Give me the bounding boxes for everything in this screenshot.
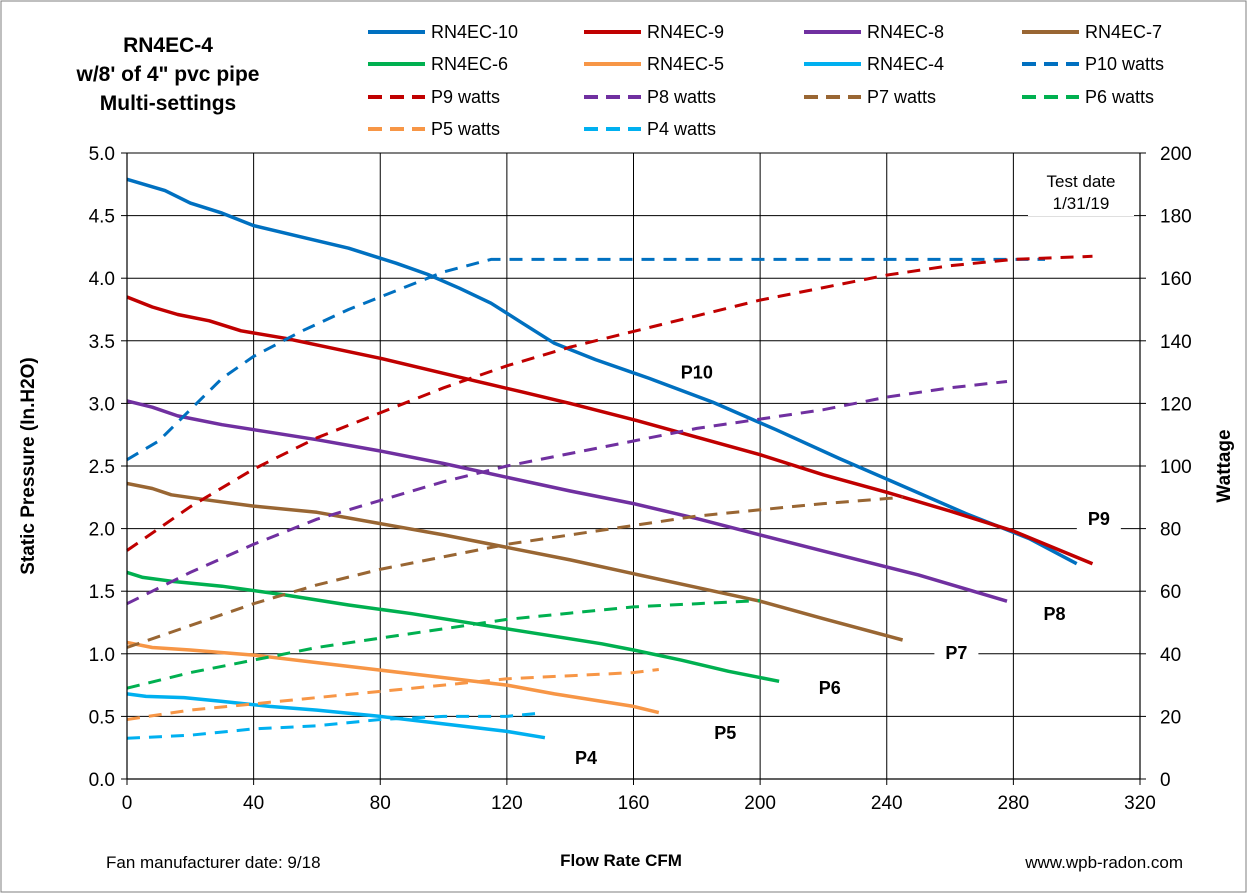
plot-axes: 0 40 80 120 160 200 240 280 3200.00.51.01.52.02.… bbox=[89, 144, 1192, 814]
series-line-p10-watts bbox=[126, 257, 1045, 461]
legend-label-p10-watts: P10 watts bbox=[1085, 54, 1164, 74]
y-tick-label: 1.5 bbox=[89, 582, 115, 603]
plot-annotations: P10 P9 P8 P7 P6 P5 P4 bbox=[564, 362, 1121, 770]
legend-label-rn4ec-6: RN4EC-6 bbox=[431, 54, 508, 74]
annotation-backdrop bbox=[1032, 603, 1077, 626]
x-tick-label: 280 bbox=[998, 793, 1030, 814]
y2-axis-label: Wattage bbox=[1214, 429, 1235, 502]
footer-website: www.wpb-radon.com bbox=[1024, 853, 1183, 872]
y-tick-label: 4.0 bbox=[89, 269, 115, 290]
x-tick-label: 120 bbox=[491, 793, 523, 814]
legend-label-rn4ec-9: RN4EC-9 bbox=[647, 22, 724, 42]
series-line-rn4ec-5 bbox=[126, 640, 660, 715]
chart-title: RN4EC-4 w/8' of 4" pvc pipe Multi-settin… bbox=[76, 34, 260, 115]
legend-label-rn4ec-10: RN4EC-10 bbox=[431, 22, 518, 42]
annotation-backdrop bbox=[674, 362, 719, 385]
y-tick-label: 2.0 bbox=[89, 520, 115, 541]
annotation-p4: P4 bbox=[575, 748, 597, 768]
y2-tick-label: 120 bbox=[1160, 394, 1192, 415]
series-line-rn4ec-7 bbox=[126, 481, 904, 642]
series-line-p8-watts bbox=[126, 380, 1008, 606]
annotation-backdrop bbox=[703, 722, 748, 745]
series-line-p5-watts bbox=[126, 668, 659, 721]
y2-tick-label: 180 bbox=[1160, 207, 1192, 228]
annotation-p6: P6 bbox=[819, 678, 841, 698]
chart-title-line-1: RN4EC-4 bbox=[123, 34, 213, 57]
legend-label-p7-watts: P7 watts bbox=[867, 87, 936, 107]
annotation-backdrop bbox=[807, 677, 852, 700]
legend-label-rn4ec-5: RN4EC-5 bbox=[647, 54, 724, 74]
x-tick-label: 80 bbox=[370, 793, 391, 814]
chart-title-line-2: w/8' of 4" pvc pipe bbox=[76, 63, 260, 86]
x-tick-label: 240 bbox=[871, 793, 903, 814]
annotation-p5: P5 bbox=[714, 723, 736, 743]
y2-tick-label: 40 bbox=[1160, 645, 1181, 666]
series-line-rn4ec-8 bbox=[126, 399, 1008, 603]
annotation-p8: P8 bbox=[1044, 604, 1066, 624]
series-line-rn4ec-4 bbox=[126, 692, 546, 740]
series-line-rn4ec-9 bbox=[126, 295, 1094, 566]
series-line-p7-watts bbox=[126, 495, 903, 649]
legend-label-p6-watts: P6 watts bbox=[1085, 87, 1154, 107]
footer-manufacturer-date: Fan manufacturer date: 9/18 bbox=[106, 853, 321, 872]
y-tick-label: 0.0 bbox=[89, 770, 115, 791]
x-axis-label: Flow Rate CFM bbox=[560, 851, 682, 870]
y-tick-label: 4.5 bbox=[89, 207, 115, 228]
y2-tick-label: 140 bbox=[1160, 332, 1192, 353]
y-tick-label: 0.5 bbox=[89, 707, 115, 728]
y-tick-label: 1.0 bbox=[89, 645, 115, 666]
annotation-p9: P9 bbox=[1088, 509, 1110, 529]
series-line-p9-watts bbox=[126, 254, 1093, 552]
x-tick-label: 320 bbox=[1124, 793, 1156, 814]
y-tick-label: 3.5 bbox=[89, 332, 115, 353]
legend-label-p8-watts: P8 watts bbox=[647, 87, 716, 107]
x-tick-label: 200 bbox=[744, 793, 776, 814]
series-line-p6-watts bbox=[126, 599, 761, 690]
y-tick-label: 2.5 bbox=[89, 457, 115, 478]
y-tick-label: 5.0 bbox=[89, 144, 115, 165]
annotation-backdrop bbox=[564, 747, 609, 770]
annotation-p10: P10 bbox=[681, 362, 713, 382]
legend-label-rn4ec-8: RN4EC-8 bbox=[867, 22, 944, 42]
y2-tick-label: 100 bbox=[1160, 457, 1192, 478]
series-line-rn4ec-10 bbox=[126, 177, 1078, 566]
y2-tick-label: 60 bbox=[1160, 582, 1181, 603]
test-date-label: Test date bbox=[1047, 172, 1116, 191]
chart-legend: RN4EC-10 RN4EC-9 RN4EC-8 RN4EC-7 RN4EC-6 RN4E… bbox=[368, 22, 1164, 139]
legend-label-rn4ec-4: RN4EC-4 bbox=[867, 54, 944, 74]
y-axis-label: Static Pressure (In.H2O) bbox=[18, 357, 39, 575]
test-date-note: Test date 1/31/19 bbox=[1028, 164, 1134, 216]
chart-title-line-3: Multi-settings bbox=[100, 92, 237, 115]
legend-label-p5-watts: P5 watts bbox=[431, 119, 500, 139]
legend-label-rn4ec-7: RN4EC-7 bbox=[1085, 22, 1162, 42]
y2-tick-label: 20 bbox=[1160, 707, 1181, 728]
x-tick-label: 160 bbox=[618, 793, 650, 814]
y-tick-label: 3.0 bbox=[89, 394, 115, 415]
plot-series bbox=[126, 177, 1094, 740]
annotation-backdrop bbox=[1076, 508, 1121, 531]
x-tick-label: 0 bbox=[122, 793, 133, 814]
series-line-p4-watts bbox=[126, 711, 539, 740]
x-tick-label: 40 bbox=[243, 793, 264, 814]
legend-label-p9-watts: P9 watts bbox=[431, 87, 500, 107]
annotation-backdrop bbox=[934, 642, 979, 665]
y2-tick-label: 0 bbox=[1160, 770, 1171, 791]
annotation-p7: P7 bbox=[945, 643, 967, 663]
test-date-value: 1/31/19 bbox=[1053, 194, 1110, 213]
y2-tick-label: 200 bbox=[1160, 144, 1192, 165]
series-line-rn4ec-6 bbox=[126, 570, 780, 684]
legend-label-p4-watts: P4 watts bbox=[647, 119, 716, 139]
y2-tick-label: 80 bbox=[1160, 520, 1181, 541]
y2-tick-label: 160 bbox=[1160, 269, 1192, 290]
